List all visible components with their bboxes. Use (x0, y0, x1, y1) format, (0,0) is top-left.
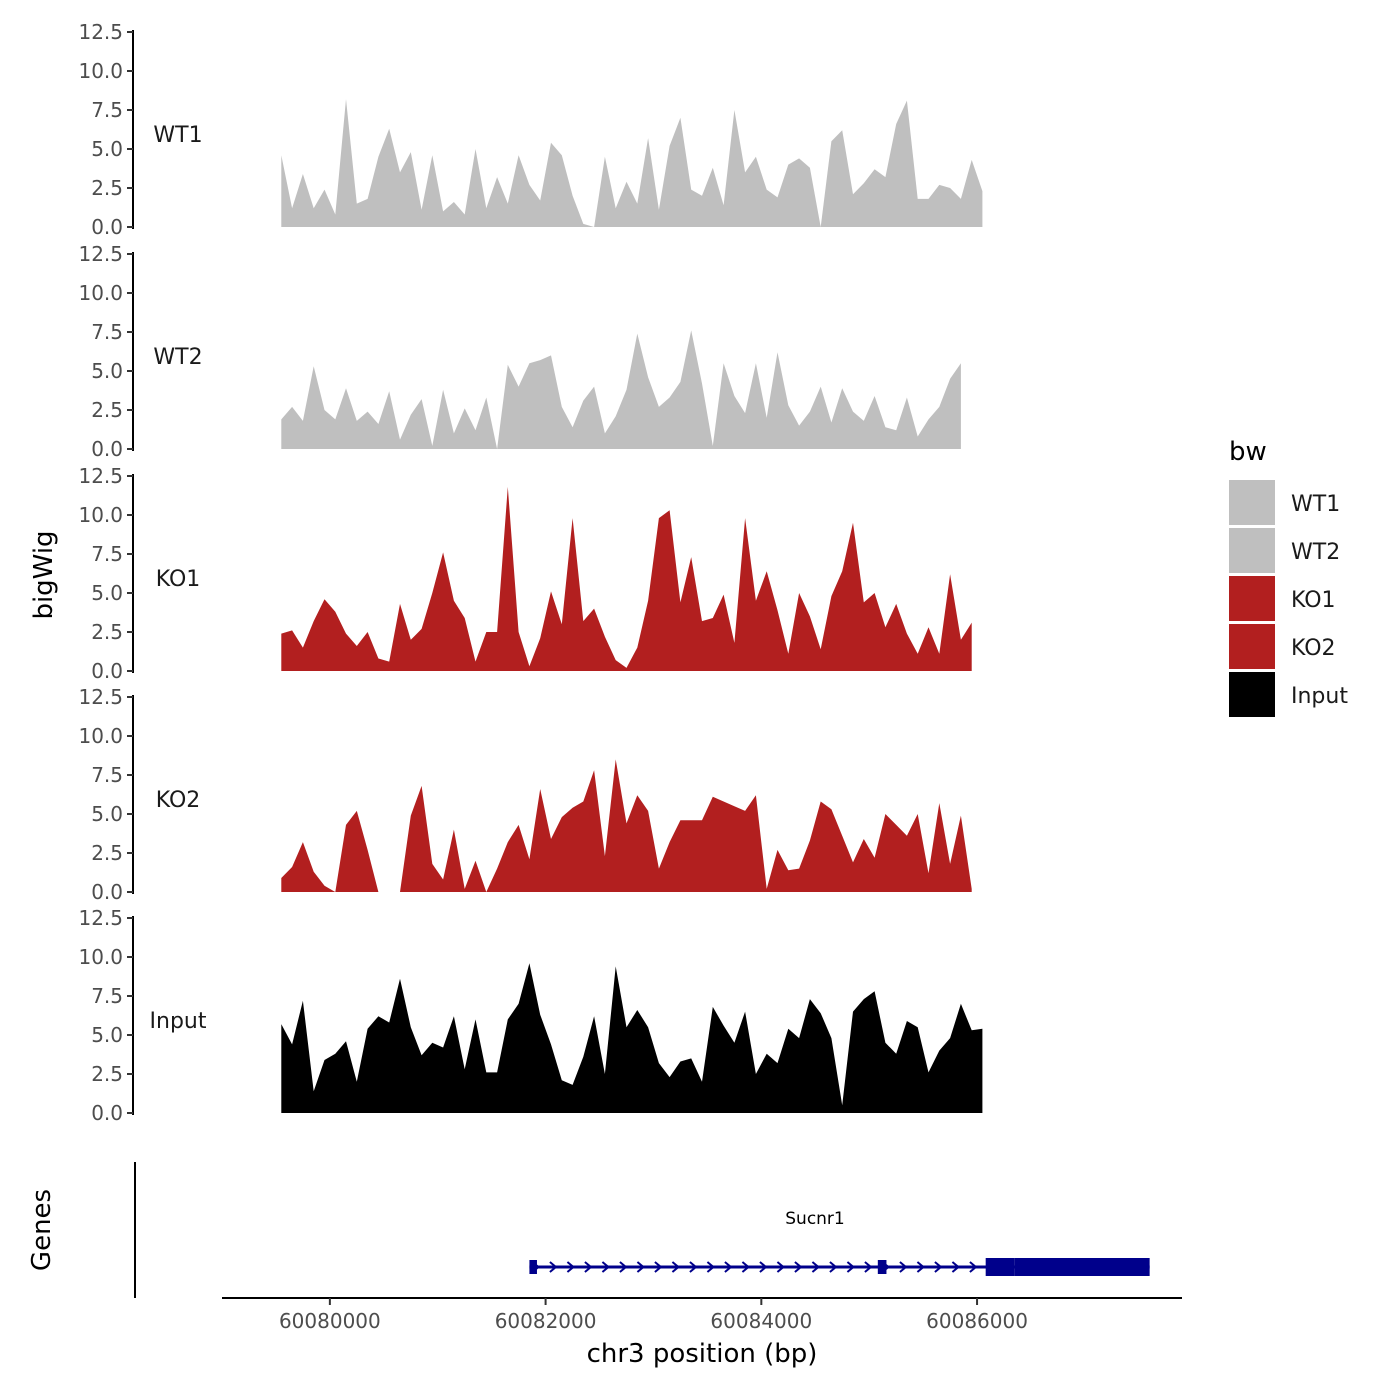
y-tick-label: 12.5 (78, 906, 123, 930)
strand-arrow (566, 1261, 575, 1273)
coverage-area-input (281, 963, 983, 1113)
strand-arrow (584, 1261, 593, 1273)
strand-arrow (619, 1261, 628, 1273)
y-tick-label: 2.5 (91, 620, 123, 644)
strand-arrow (776, 1261, 785, 1273)
y-tick-label: 5.0 (91, 1023, 123, 1047)
gene-exon (877, 1260, 887, 1274)
x-axis-title: chr3 position (bp) (587, 1339, 818, 1369)
y-tick-label: 12.5 (78, 685, 123, 709)
track-ko1: 0.0 2.5 5.0 7.5 10.0 12.5 KO1 (78, 464, 972, 683)
strand-arrow (741, 1261, 750, 1273)
strand-arrow (829, 1261, 838, 1273)
strand-arrow (811, 1261, 820, 1273)
track-label-wt2: WT2 (153, 345, 202, 370)
strand-arrow (549, 1261, 558, 1273)
track-label-ko2: KO2 (156, 788, 201, 813)
track-wt1: 0.0 2.5 5.0 7.5 10.0 12.5 WT1 (78, 20, 983, 239)
track-label-wt1: WT1 (153, 123, 202, 148)
gene-model (529, 1258, 1150, 1276)
legend-label-wt1: WT1 (1291, 492, 1340, 517)
y-tick-label: 7.5 (91, 763, 123, 787)
y-tick-label: 10.0 (78, 945, 123, 969)
x-tick-label: 60086000 (926, 1309, 1028, 1333)
y-tick-label: 12.5 (78, 464, 123, 488)
track-label-ko1: KO1 (156, 567, 201, 592)
y-tick-label: 5.0 (91, 581, 123, 605)
strand-arrow (794, 1261, 803, 1273)
y-tick-label: 2.5 (91, 841, 123, 865)
gene-name-label: Sucnr1 (785, 1209, 845, 1229)
strand-arrow (969, 1261, 978, 1273)
gene-exon (1014, 1258, 1150, 1276)
legend-key-wt1 (1229, 480, 1275, 525)
coverage-area-ko2 (281, 759, 972, 892)
y-tick-label: 7.5 (91, 98, 123, 122)
y-tick-label: 0.0 (91, 437, 123, 461)
y-tick-label: 7.5 (91, 320, 123, 344)
y-tick-label: 0.0 (91, 215, 123, 239)
legend-label-ko1: KO1 (1291, 588, 1336, 613)
y-tick-label: 5.0 (91, 802, 123, 826)
legend-label-ko2: KO2 (1291, 636, 1336, 661)
track-label-input: Input (150, 1009, 207, 1034)
strand-arrow (759, 1261, 768, 1273)
strand-arrow (934, 1261, 943, 1273)
x-tick-label: 60084000 (710, 1309, 812, 1333)
legend: bw WT1 WT2 KO1 KO2 Input (1229, 437, 1348, 717)
legend-label-wt2: WT2 (1291, 540, 1340, 565)
y-tick-label: 0.0 (91, 880, 123, 904)
track-input: 0.0 2.5 5.0 7.5 10.0 12.5 Input (78, 906, 983, 1125)
y-tick-label: 10.0 (78, 59, 123, 83)
strand-arrow (916, 1261, 925, 1273)
y-tick-label: 12.5 (78, 242, 123, 266)
legend-title: bw (1229, 437, 1267, 467)
strand-arrow (724, 1261, 733, 1273)
legend-label-input: Input (1291, 684, 1348, 709)
y-tick-label: 2.5 (91, 176, 123, 200)
strand-arrow (636, 1261, 645, 1273)
strand-arrow (689, 1261, 698, 1273)
strand-arrow (899, 1261, 908, 1273)
x-tick-label: 60082000 (495, 1309, 597, 1333)
y-tick-label: 2.5 (91, 1062, 123, 1086)
strand-arrow (654, 1261, 663, 1273)
coverage-area-wt1 (281, 99, 983, 227)
strand-arrow (846, 1261, 855, 1273)
strand-arrow (951, 1261, 960, 1273)
y-tick-label: 12.5 (78, 20, 123, 44)
gene-track-label: Genes (27, 1189, 57, 1271)
strand-arrow (706, 1261, 715, 1273)
gene-exon (529, 1260, 537, 1274)
x-axis: 60080000 60082000 60084000 60086000 (222, 1297, 1182, 1333)
track-wt2: 0.0 2.5 5.0 7.5 10.0 12.5 WT2 (78, 242, 961, 461)
coverage-area-ko1 (281, 486, 972, 671)
strand-arrow (864, 1261, 873, 1273)
legend-key-input (1229, 672, 1275, 717)
legend-key-ko1 (1229, 576, 1275, 621)
legend-key-wt2 (1229, 528, 1275, 573)
strand-arrow (601, 1261, 610, 1273)
coverage-tracks: 0.0 2.5 5.0 7.5 10.0 12.5 WT1 0.0 2.5 5.0 7.5 10.0 1… (78, 20, 983, 1125)
y-tick-label: 5.0 (91, 137, 123, 161)
x-tick-label: 60080000 (279, 1309, 381, 1333)
gene-track: Genes Sucnr1 (27, 1162, 1150, 1298)
y-tick-label: 10.0 (78, 724, 123, 748)
y-tick-label: 0.0 (91, 659, 123, 683)
strand-arrow (671, 1261, 680, 1273)
y-tick-label: 10.0 (78, 281, 123, 305)
y-tick-label: 2.5 (91, 398, 123, 422)
y-tick-label: 7.5 (91, 542, 123, 566)
y-tick-label: 0.0 (91, 1101, 123, 1125)
y-tick-label: 5.0 (91, 359, 123, 383)
gene-exon (985, 1258, 1015, 1276)
y-axis-title: bigWig (29, 530, 59, 619)
y-tick-label: 7.5 (91, 984, 123, 1008)
track-ko2: 0.0 2.5 5.0 7.5 10.0 12.5 KO2 (78, 685, 972, 904)
y-tick-label: 10.0 (78, 503, 123, 527)
coverage-area-wt2 (281, 330, 961, 449)
legend-key-ko2 (1229, 624, 1275, 669)
